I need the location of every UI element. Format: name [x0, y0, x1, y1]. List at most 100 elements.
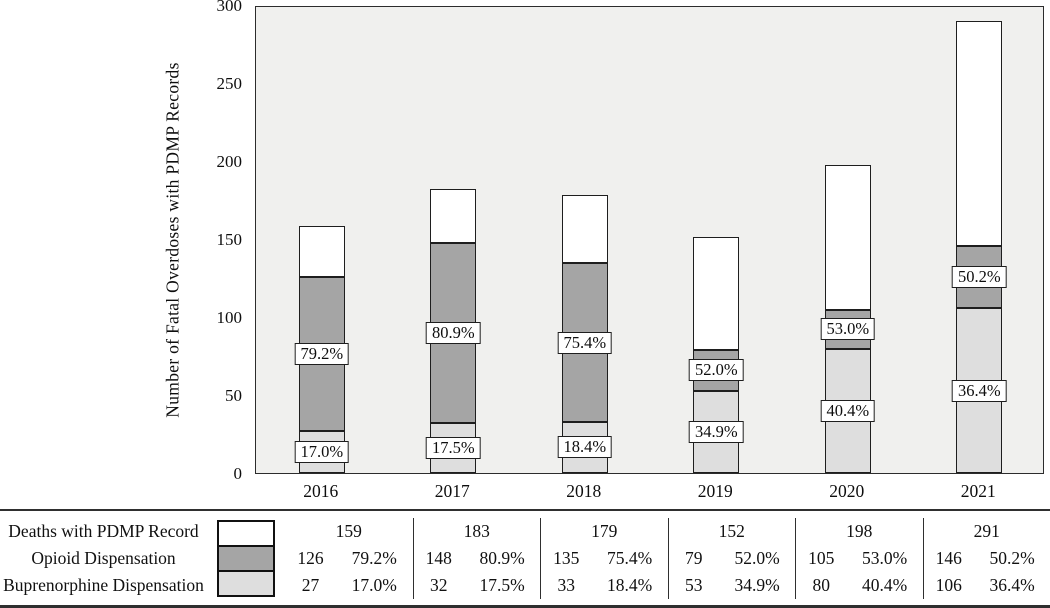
plot-area: 79.2% 17.0% 80.9% 17.5% 75.4% 18.4% 52.0% 34.9%… [255, 6, 1044, 474]
table-cell-count: 135 [553, 548, 580, 568]
x-tick-label: 2020 [829, 481, 865, 501]
table-cell-total: 291 [973, 521, 1000, 541]
pct-label-opioid: 52.0% [688, 359, 744, 382]
bar-2016: 79.2% 17.0% [294, 7, 350, 473]
y-tick-label: 50 [225, 386, 242, 405]
table-row-total: 152 [669, 518, 796, 545]
table-cell-pct: 17.0% [351, 575, 397, 595]
table-cell-pct: 17.5% [479, 575, 525, 595]
table-cell-total: 198 [846, 521, 873, 541]
y-axis-title: Number of Fatal Overdoses with PDMP Reco… [162, 62, 183, 418]
legend-swatch-cell [207, 518, 285, 599]
table-cell-count: 106 [935, 575, 962, 595]
table-row-buprenorphine: 33 18.4% [541, 572, 668, 599]
bar-2018: 75.4% 18.4% [557, 7, 613, 473]
y-tick-label: 200 [216, 152, 243, 171]
bar-segment-deaths [561, 194, 608, 264]
table-cell-count: 33 [557, 575, 576, 595]
y-tick-label: 150 [216, 230, 243, 249]
table-cell-pct: 80.9% [479, 548, 525, 568]
table-row-opioid: 126 79.2% [285, 545, 413, 572]
x-tick-label: 2021 [960, 481, 996, 501]
legend-table: Deaths with PDMP Record Opioid Dispensat… [0, 509, 1050, 608]
legend-swatch-opioid [219, 545, 273, 570]
table-col-2017: 183 148 80.9% 32 17.5% [412, 518, 541, 599]
table-cell-pct: 34.9% [734, 575, 780, 595]
table-row-total: 198 [796, 518, 923, 545]
table-cell-count: 146 [935, 548, 962, 568]
table-col-2020: 198 105 53.0% 80 40.4% [795, 518, 923, 599]
table-row-opioid: 148 80.9% [414, 545, 541, 572]
pct-label-opioid: 79.2% [294, 343, 350, 366]
table-row-buprenorphine: 32 17.5% [414, 572, 541, 599]
bar-2017: 80.9% 17.5% [425, 7, 481, 473]
table-row-buprenorphine: 106 36.4% [924, 572, 1050, 599]
table-cell-pct: 53.0% [861, 548, 908, 568]
table-row-opioid: 79 52.0% [669, 545, 796, 572]
pct-label-buprenorphine: 34.9% [688, 420, 744, 443]
bar-segment-deaths [693, 236, 740, 351]
legend-row-labels: Deaths with PDMP Record Opioid Dispensat… [0, 518, 207, 599]
y-tick-label: 300 [216, 0, 243, 15]
table-cell-pct: 36.4% [989, 575, 1035, 595]
table-row-opioid: 146 50.2% [924, 545, 1050, 572]
table-cell-count: 32 [430, 575, 448, 595]
pct-label-opioid: 50.2% [951, 266, 1007, 289]
table-row-buprenorphine: 27 17.0% [285, 572, 413, 599]
legend-swatches [217, 520, 275, 597]
chart-area: Number of Fatal Overdoses with PDMP Reco… [162, 0, 1044, 501]
bar-segment-deaths [824, 165, 871, 310]
pct-label-buprenorphine: 18.4% [557, 436, 613, 459]
table-row-total: 183 [414, 518, 541, 545]
bar-2019: 52.0% 34.9% [688, 7, 744, 473]
bar-2020: 53.0% 40.4% [820, 7, 876, 473]
table-cell-pct: 40.4% [861, 575, 908, 595]
x-tick-label: 2016 [303, 481, 339, 501]
bar-segment-deaths [430, 188, 477, 244]
table-cell-count: 27 [301, 575, 320, 595]
legend-swatch-buprenorphine [219, 570, 273, 595]
table-cell-count: 80 [812, 575, 831, 595]
table-col-2016: 159 126 79.2% 27 17.0% [285, 518, 413, 599]
table-cell-pct: 75.4% [606, 548, 653, 568]
table-row-opioid: 105 53.0% [796, 545, 923, 572]
table-row-total: 179 [541, 518, 668, 545]
pct-label-buprenorphine: 17.0% [294, 441, 350, 464]
pct-label-opioid: 53.0% [820, 318, 876, 341]
table-cell-total: 179 [591, 521, 618, 541]
pct-label-opioid: 75.4% [557, 331, 613, 354]
table-cell-count: 148 [425, 548, 452, 568]
table-year-columns: 159 126 79.2% 27 17.0% 183 148 80.9% 32 17.5% 179 1… [285, 518, 1050, 599]
table-cell-pct: 52.0% [734, 548, 780, 568]
table-row-buprenorphine: 53 34.9% [669, 572, 796, 599]
table-cell-count: 53 [685, 575, 703, 595]
x-tick-label: 2019 [697, 481, 733, 501]
x-tick-label: 2018 [566, 481, 602, 501]
legend-label-opioid: Opioid Dispensation [31, 548, 176, 568]
y-tick-label: 250 [216, 74, 243, 93]
table-cell-count: 105 [808, 548, 835, 568]
pct-label-buprenorphine: 17.5% [425, 437, 481, 460]
table-col-2019: 152 79 52.0% 53 34.9% [667, 518, 796, 599]
x-tick-label: 2017 [434, 481, 470, 501]
pct-label-buprenorphine: 36.4% [951, 379, 1007, 402]
table-row-opioid: 135 75.4% [541, 545, 668, 572]
pct-label-buprenorphine: 40.4% [820, 399, 876, 422]
table-cell-pct: 18.4% [606, 575, 653, 595]
table-row-total: 159 [285, 518, 413, 545]
legend-swatch-deaths [219, 522, 273, 545]
table-cell-count: 126 [297, 548, 324, 568]
table-row-total: 291 [924, 518, 1050, 545]
table-cell-pct: 50.2% [989, 548, 1035, 568]
table-col-2018: 179 135 75.4% 33 18.4% [540, 518, 668, 599]
y-tick-label: 0 [233, 464, 243, 483]
table-col-2021: 291 146 50.2% 106 36.4% [922, 518, 1050, 599]
table-cell-count: 79 [685, 548, 703, 568]
table-cell-total: 183 [463, 521, 490, 541]
table-cell-total: 159 [335, 521, 362, 541]
bar-2021: 50.2% 36.4% [951, 7, 1007, 473]
table-cell-total: 152 [718, 521, 745, 541]
y-tick-label: 100 [216, 308, 243, 327]
legend-label-deaths: Deaths with PDMP Record [8, 521, 199, 541]
legend-label-buprenorphine: Buprenorphine Dispensation [3, 575, 204, 595]
